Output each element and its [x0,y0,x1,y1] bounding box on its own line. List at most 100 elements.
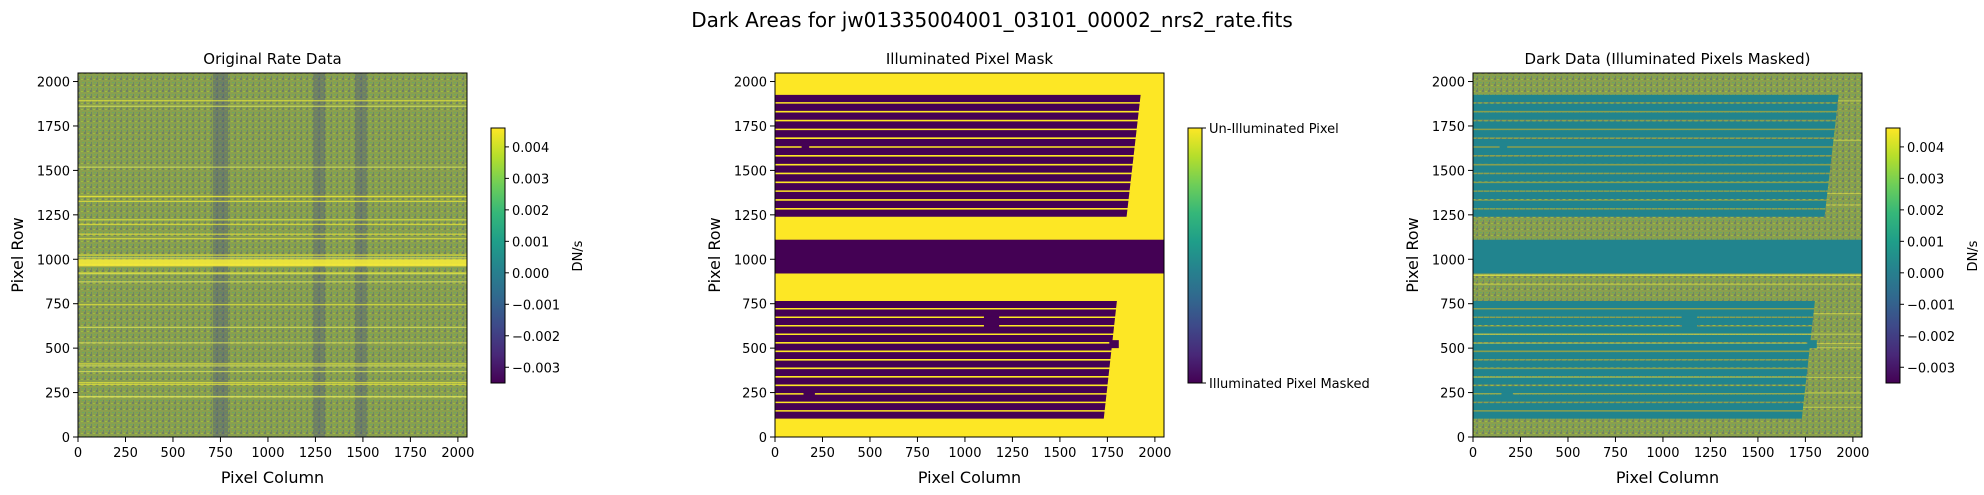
mask-block [1109,340,1119,349]
masked-stripe [1473,326,1813,334]
figure-title: Dark Areas for jw01335004001_03101_00002… [691,8,1293,32]
y-tick-label: 1500 [734,164,767,179]
colorbar-tick-label: 0.002 [1907,204,1944,219]
horizontal-streak [1473,342,1862,345]
y-tick-label: 750 [1440,298,1465,313]
x-tick-label: 500 [1556,446,1581,461]
masked-stripe [1473,335,1812,343]
colorbar-tick-label: −0.002 [512,330,560,345]
colorbar-label: DN/s [571,240,586,271]
horizontal-streak [78,105,467,107]
horizontal-streak [78,304,467,306]
y-tick-label: 250 [1440,387,1465,402]
masked-band [1473,239,1862,274]
x-tick-label: 0 [771,446,779,461]
panel-title: Original Rate Data [203,50,341,68]
horizontal-streak [78,365,467,367]
mask-stripe [775,103,1140,111]
x-tick-label: 1000 [948,446,981,461]
mask-stripe [775,138,1136,147]
y-axis-label: Pixel Row [1403,217,1422,292]
bright-band [78,259,467,267]
y-tick-label: 1000 [37,253,70,268]
x-tick-label: 1500 [346,446,379,461]
masked-stripe [1473,209,1826,217]
image-area [1473,73,1862,437]
colorbar-tick-label: 0.002 [512,204,549,219]
horizontal-streak [78,281,467,283]
horizontal-streak [78,326,467,329]
colorbar-tick-label: 0.004 [512,141,549,156]
horizontal-streak [1473,274,1862,276]
masked-stripe [1473,360,1809,368]
x-axis-label: Pixel Column [918,468,1021,487]
colorbar-tick-label: 0.003 [512,172,549,187]
horizontal-streak [78,166,467,168]
x-tick-label: 250 [1508,446,1533,461]
colorbar-tick-label: 0.004 [1907,141,1944,156]
x-tick-label: 2000 [1836,446,1869,461]
image-area [775,73,1164,437]
mask-stripe [775,394,1107,402]
mask-stripe [775,411,1105,419]
x-tick-label: 750 [208,446,233,461]
image-area [78,73,467,437]
mask-stripe [775,174,1132,182]
masked-stripe [1473,130,1835,138]
x-tick-label: 250 [113,446,138,461]
mask-block [801,141,810,150]
horizontal-streak [1473,333,1862,335]
horizontal-streak [78,395,467,398]
masked-stripe [1473,343,1811,351]
horizontal-streak [78,272,467,274]
y-tick-label: 250 [45,387,70,402]
masked-stripe [1473,309,1814,317]
y-tick-label: 1000 [1432,253,1465,268]
masked-stripe [1473,156,1832,164]
mask-stripe [775,209,1128,217]
x-tick-label: 0 [1469,446,1477,461]
horizontal-streak [78,200,467,203]
mask-stripe [775,386,1108,394]
masked-stripe [1473,318,1813,326]
y-tick-label: 2000 [734,76,767,91]
colorbar-gradient [1885,127,1901,384]
y-tick-label: 1500 [37,164,70,179]
masked-stripe [1473,138,1834,147]
y-axis-label: Pixel Row [8,217,27,292]
colorbar-label: DN/s [1966,240,1981,271]
mask-block [803,392,815,402]
colorbar-tick-label: −0.001 [512,298,560,313]
mask-stripe [775,318,1115,326]
horizontal-streak [78,233,467,235]
horizontal-streak [78,363,467,365]
horizontal-streak [78,195,467,198]
horizontal-streak [78,381,467,384]
y-tick-label: 0 [1457,431,1465,446]
colorbar-tick-label: Un-Illuminated Pixel [1209,122,1339,137]
mask-block [983,316,1000,327]
y-tick-label: 1250 [37,209,70,224]
masked-stripe [1473,174,1830,182]
masked-block [1499,141,1508,150]
x-tick-label: 500 [858,446,883,461]
masked-stripe [1473,183,1829,191]
y-tick-label: 1500 [1432,164,1465,179]
horizontal-streak [78,383,467,386]
mask-stripe [775,403,1106,411]
x-tick-label: 1250 [299,446,332,461]
x-tick-label: 750 [905,446,930,461]
mask-stripe [775,165,1133,173]
mask-stripe [775,200,1129,208]
masked-stripe [1473,200,1827,208]
x-tick-label: 250 [810,446,835,461]
horizontal-streak [1473,283,1862,285]
mask-stripe [775,301,1117,309]
x-tick-label: 1750 [1091,446,1124,461]
mask-stripe [775,156,1134,164]
horizontal-streak [78,238,467,240]
axes-border [774,72,1165,438]
colorbar-tick-label: 0.000 [1907,267,1944,282]
mask-stripe [775,121,1138,129]
colorbar-tick-label: −0.002 [1907,330,1955,345]
